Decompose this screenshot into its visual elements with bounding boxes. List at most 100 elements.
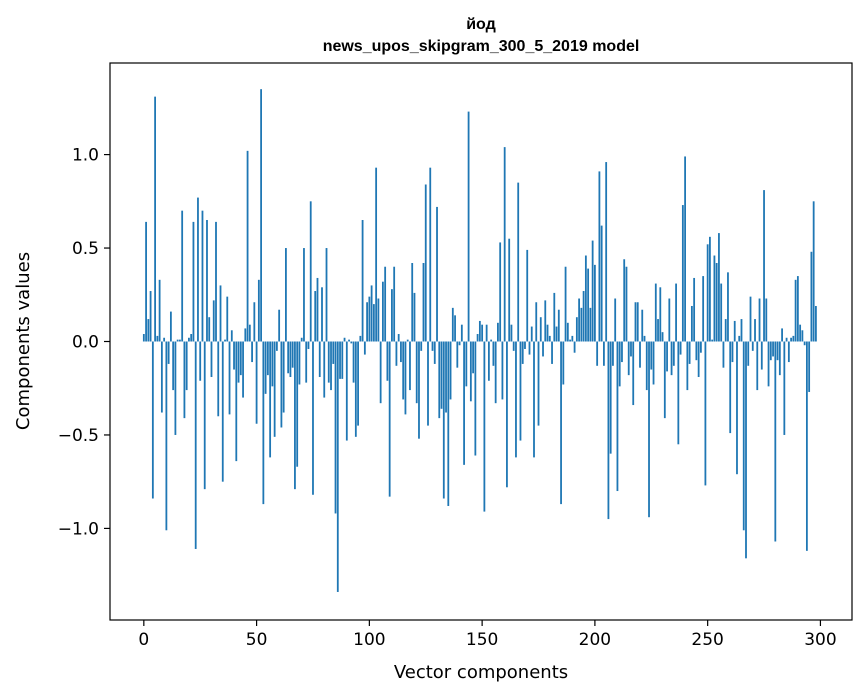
bar-69 [298,341,301,385]
bar-201 [596,341,599,366]
bar-214 [625,266,628,342]
bar-293 [803,341,806,346]
bar-229 [659,287,662,342]
bar-285 [785,337,788,342]
bar-134 [445,341,447,413]
bar-71 [303,248,305,342]
bar-286 [787,341,790,363]
bar-150 [481,324,484,342]
bar-3 [149,291,152,342]
bar-57 [271,341,274,387]
bar-19 [185,341,188,391]
bar-88 [341,341,344,379]
bar-156 [494,341,497,404]
bar-80 [323,341,326,398]
bar-30 [210,341,213,378]
bar-215 [627,341,630,376]
bar-281 [776,341,779,361]
bar-284 [783,341,786,435]
bar-191 [573,341,576,353]
bar-275 [763,190,765,342]
bar-108 [386,341,389,381]
bar-204 [603,341,605,366]
bar-128 [431,341,434,351]
bar-29 [208,317,211,342]
bar-226 [652,341,655,385]
bar-256 [720,283,723,342]
bar-121 [415,341,418,404]
bar-222 [643,335,646,342]
y-tick-label: 0.5 [72,239,99,259]
bar-27 [203,341,206,490]
bar-56 [269,341,272,458]
bar-242 [688,341,691,364]
bar-181 [551,341,553,364]
bar-155 [492,341,495,366]
bar-49 [253,302,256,342]
bar-98 [363,341,366,355]
bar-163 [510,324,513,342]
bar-280 [774,341,777,542]
bar-234 [670,341,673,376]
bar-16 [179,339,181,342]
bar-200 [593,264,596,342]
bar-147 [474,341,477,456]
bar-11 [167,341,170,364]
bar-99 [366,302,368,342]
bar-216 [630,341,632,357]
bar-296 [810,251,813,342]
bar-218 [634,302,637,342]
bar-264 [738,335,741,342]
bar-197 [587,268,590,342]
bar-119 [411,263,414,342]
bar-245 [695,341,698,361]
bar-122 [418,341,420,439]
bar-46 [246,150,249,342]
bar-164 [512,341,515,351]
bar-67 [294,341,296,490]
bar-177 [542,341,544,357]
bar-72 [305,341,308,383]
bar-176 [539,317,542,342]
bar-10 [165,341,168,531]
x-tick-label: 100 [353,630,385,650]
bar-13 [172,341,175,391]
bar-168 [521,341,524,364]
bar-172 [530,326,533,342]
bar-272 [756,341,759,391]
bar-273 [758,298,761,342]
bar-157 [497,322,499,342]
bar-106 [381,281,384,342]
bar-76 [314,291,317,342]
bar-149 [478,320,481,342]
bar-217 [632,341,635,406]
bar-113 [397,334,400,342]
bar-85 [334,341,337,514]
x-tick-label: 150 [466,630,498,650]
bar-38 [228,341,231,415]
bar-258 [724,319,727,342]
bar-287 [790,337,792,342]
x-tick-label: 50 [246,630,268,650]
bar-120 [413,292,416,342]
bar-131 [438,341,441,419]
bar-33 [217,341,220,417]
bar-136 [449,341,452,400]
bar-253 [713,255,716,342]
bar-210 [616,341,619,492]
bar-276 [765,298,768,342]
bar-138 [454,315,456,342]
bar-23 [194,341,197,549]
bar-179 [546,324,549,342]
bar-151 [483,341,486,512]
bar-192 [575,317,578,342]
bar-247 [699,341,702,353]
bar-4 [151,341,154,499]
bar-91 [348,339,350,342]
bar-188 [566,322,569,342]
bar-170 [526,249,529,342]
bar-288 [792,335,795,342]
bar-64 [287,341,290,374]
bar-87 [339,341,341,379]
